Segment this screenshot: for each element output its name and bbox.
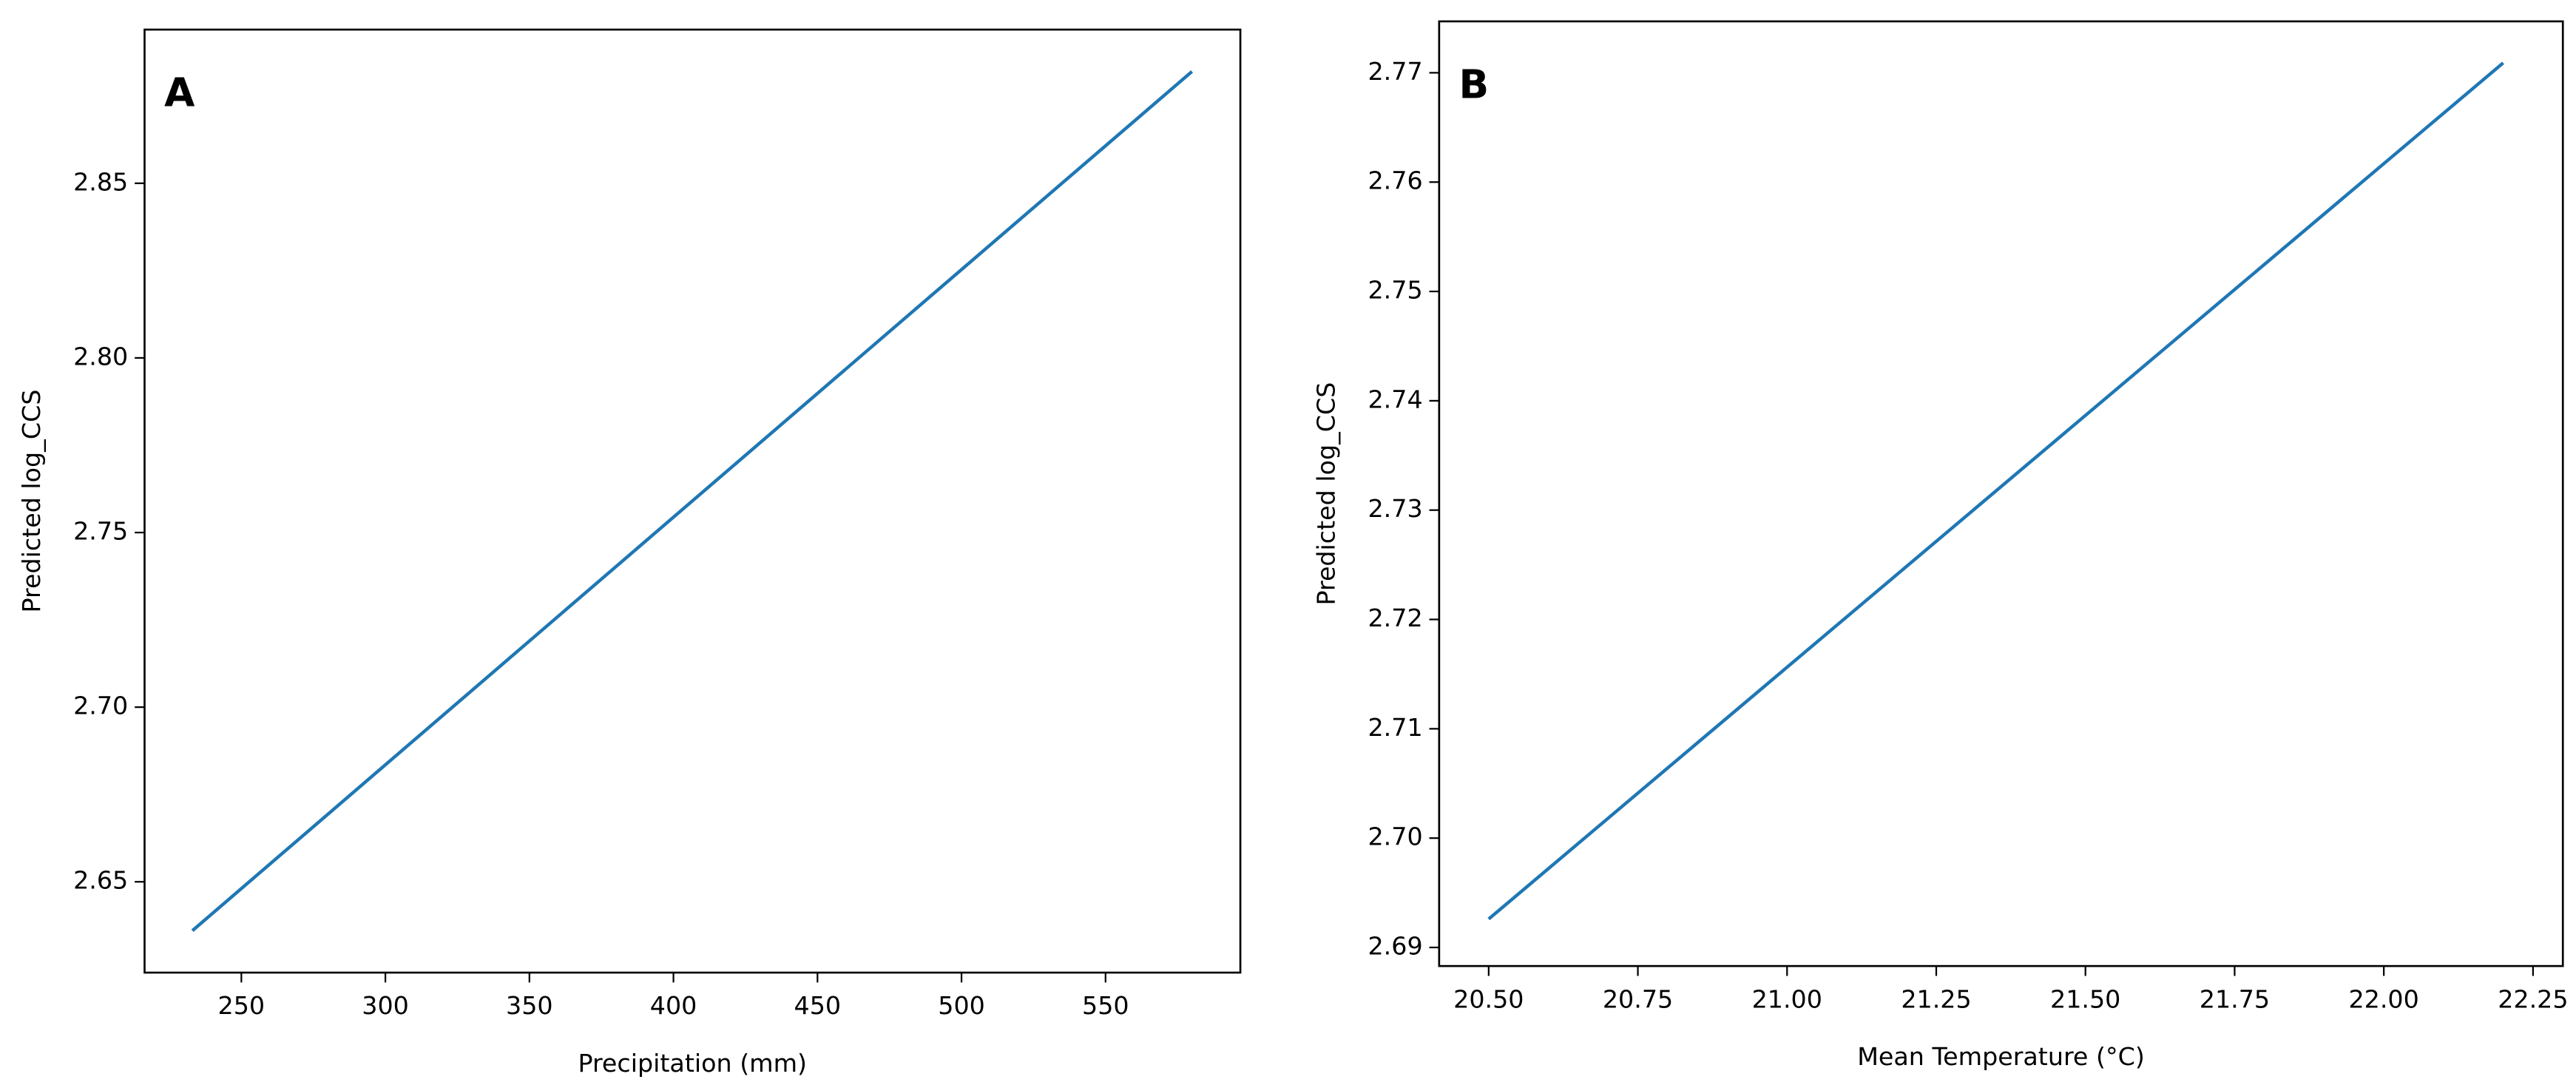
x-axis-label: Mean Temperature (°C) xyxy=(1857,1042,2145,1071)
x-tick-label: 500 xyxy=(938,991,985,1020)
x-tick-label: 250 xyxy=(218,991,266,1020)
x-tick-label: 450 xyxy=(794,991,842,1020)
x-tick-label: 300 xyxy=(362,991,409,1020)
y-tick-label: 2.65 xyxy=(73,866,128,895)
panel-label: B xyxy=(1459,61,1490,107)
y-tick-label: 2.85 xyxy=(73,167,128,196)
x-tick-label: 20.50 xyxy=(1453,984,1524,1013)
data-line xyxy=(191,70,1194,933)
y-tick-label: 2.70 xyxy=(73,692,128,720)
panel-label: A xyxy=(164,70,195,116)
x-tick-label: 21.75 xyxy=(2200,984,2270,1013)
chart-panel: 20.50 20.75 21.00 21.25 21.50 21.75 22.00 22.25… xyxy=(1311,20,2569,1071)
y-tick-label: 2.77 xyxy=(1368,57,1423,86)
y-tick-label: 2.69 xyxy=(1368,932,1423,961)
y-tick-label: 2.80 xyxy=(73,342,128,371)
y-tick-label: 2.75 xyxy=(73,517,128,546)
x-tick-label: 21.00 xyxy=(1752,984,1822,1013)
x-tick-label: 20.75 xyxy=(1603,984,1673,1013)
y-tick-label: 2.74 xyxy=(1368,385,1423,413)
data-line xyxy=(1487,61,2504,921)
x-tick-label: 400 xyxy=(650,991,697,1020)
chart-panel: 250 300 350 400 450 500 550 2.65 2.70 2.75 2.80 2.8… xyxy=(17,28,1242,1078)
plot-area xyxy=(1438,20,2564,967)
x-tick-label: 350 xyxy=(506,991,553,1020)
x-tick-label: 21.50 xyxy=(2050,984,2120,1013)
x-axis-label: Precipitation (mm) xyxy=(578,1049,807,1078)
x-tick-label: 22.25 xyxy=(2498,984,2568,1013)
y-tick-label: 2.75 xyxy=(1368,276,1423,305)
x-tick-label: 550 xyxy=(1082,991,1129,1020)
y-tick-label: 2.71 xyxy=(1368,713,1423,742)
y-tick-label: 2.76 xyxy=(1368,166,1423,195)
x-tick-label: 22.00 xyxy=(2348,984,2418,1013)
y-tick-label: 2.72 xyxy=(1368,604,1423,632)
y-tick-label: 2.73 xyxy=(1368,494,1423,523)
plot-area xyxy=(143,28,1242,974)
y-axis-label: Predicted log_CCS xyxy=(17,390,46,613)
y-tick-label: 2.70 xyxy=(1368,822,1423,851)
x-tick-label: 21.25 xyxy=(1901,984,1971,1013)
y-axis-label: Predicted log_CCS xyxy=(1311,382,1340,606)
